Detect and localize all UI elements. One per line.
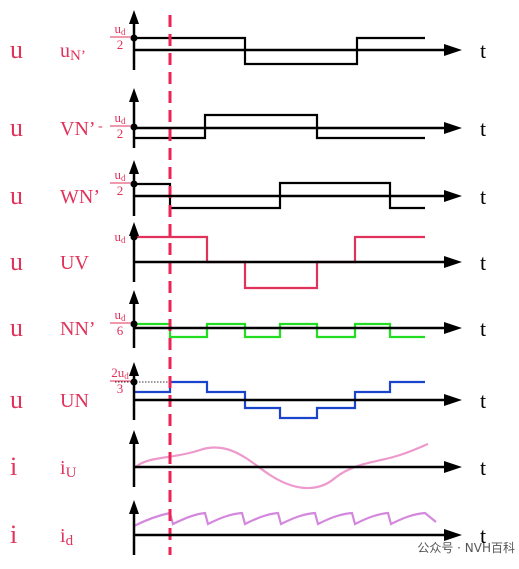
wave-un (134, 36, 425, 66)
quantity-label: u (10, 385, 23, 414)
value-arrow (129, 160, 139, 174)
level-num: 2u (111, 365, 125, 380)
value-arrow (129, 290, 139, 304)
level-num-sub: d (124, 371, 129, 381)
level-num: u (115, 229, 122, 244)
wave-un-phase (134, 380, 425, 420)
time-arrow (444, 190, 462, 202)
level-numerator: ud (115, 110, 127, 126)
level-dot (130, 233, 138, 241)
signal-name-main: i (60, 457, 66, 479)
row: i id t (10, 500, 486, 555)
value-arrow (129, 362, 139, 376)
signal-name-main: VN’ (60, 118, 96, 140)
level-denominator: 6 (117, 323, 124, 338)
level-prefix: - (98, 119, 103, 134)
level-num: u (115, 167, 122, 182)
row: u UV tud (10, 222, 486, 282)
level-numerator: ud (115, 21, 127, 37)
quantity-label: u (10, 247, 23, 276)
value-arrow (129, 88, 139, 102)
level-num-sub: d (121, 173, 126, 183)
signal-name-main: i (60, 525, 66, 547)
level-denominator: 2 (117, 126, 124, 141)
signal-name: UN (60, 390, 89, 412)
level-num-sub: d (121, 116, 126, 126)
signal-name-sub: d (66, 533, 74, 549)
signal-name-sub: N’ (70, 48, 86, 64)
level-numerator: ud (115, 167, 127, 183)
wave-id (133, 511, 437, 527)
watermark: 公众号 · NVH百科 (417, 541, 515, 555)
quantity-label: u (10, 313, 23, 342)
axis-label: t (480, 316, 486, 341)
level-dot (130, 378, 138, 386)
time-arrow (444, 256, 462, 268)
quantity-label: i (10, 520, 17, 549)
time-arrow (444, 44, 462, 56)
quantity-label: i (10, 452, 17, 481)
wave-uv (134, 235, 425, 290)
value-arrow (129, 430, 139, 444)
level-num: u (115, 21, 122, 36)
wave-nn (134, 322, 425, 339)
time-arrow (444, 529, 462, 541)
signal-name: VN’ (60, 118, 96, 140)
time-arrow (444, 461, 462, 473)
level-num-sub: d (121, 27, 126, 37)
quantity-label: u (10, 113, 23, 142)
row: i iU t (10, 430, 486, 487)
time-arrow (444, 322, 462, 334)
axis-label: t (480, 523, 486, 548)
axis-label: t (480, 38, 486, 63)
level-num-sub: d (121, 235, 126, 245)
level-numerator: 2ud (111, 365, 129, 381)
quantity-label: u (10, 181, 23, 210)
level-dot (130, 123, 138, 131)
signal-name: iU (60, 457, 77, 481)
level-num-sub: d (121, 313, 126, 323)
value-arrow (129, 10, 139, 24)
quantity-label: u (10, 35, 23, 64)
signal-name-main: NN’ (60, 318, 96, 340)
level-denominator: 2 (117, 37, 124, 52)
value-arrow (129, 500, 139, 514)
signal-name-sub: U (66, 465, 77, 481)
signal-name: NN’ (60, 318, 96, 340)
time-arrow (444, 122, 462, 134)
level-denominator: 2 (117, 183, 124, 198)
signal-name: uN’ (60, 40, 86, 64)
level-dot (130, 320, 138, 328)
level-numerator: ud (115, 229, 127, 245)
value-arrow (129, 222, 139, 236)
wave-iu (133, 442, 429, 490)
axis-label: t (480, 116, 486, 141)
axis-label: t (480, 250, 486, 275)
level-dot (130, 180, 138, 188)
axis-label: t (480, 184, 486, 209)
waveforms (133, 36, 437, 527)
axis-label: t (480, 388, 486, 413)
signal-name-main: UN (60, 390, 89, 412)
time-arrow (444, 394, 462, 406)
signal-name: WN’ (60, 186, 100, 208)
level-dot (130, 34, 138, 42)
level-numerator: ud (115, 307, 127, 323)
signal-name-main: WN’ (60, 186, 100, 208)
signal-name-main: UV (60, 252, 89, 274)
level-num: u (115, 110, 122, 125)
signal-name: id (60, 525, 74, 549)
level-num: u (115, 307, 122, 322)
level-denominator: 3 (117, 381, 124, 396)
axis-label: t (480, 455, 486, 480)
wave-vn (134, 113, 425, 140)
signal-name-main: u (60, 40, 70, 62)
signal-name: UV (60, 252, 89, 274)
